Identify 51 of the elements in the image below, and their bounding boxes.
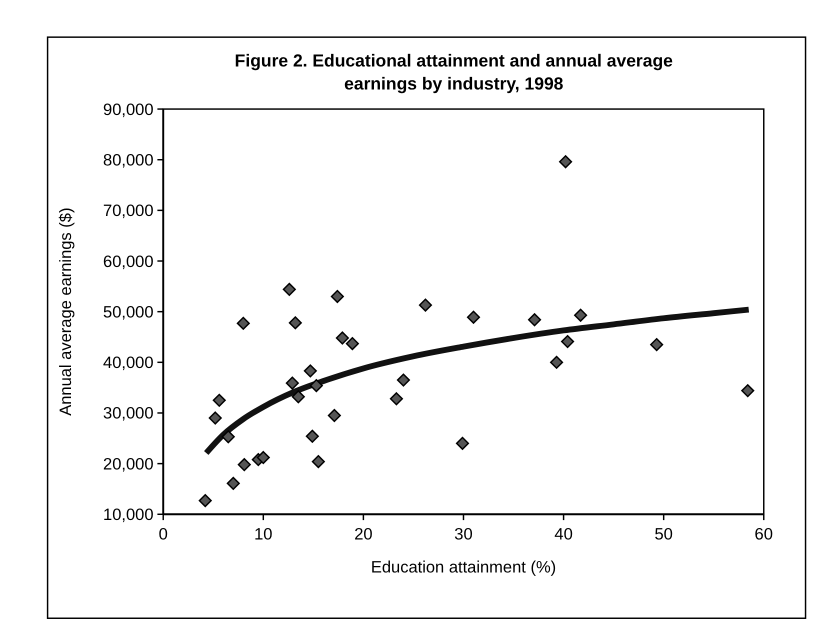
point (256, 450, 270, 464)
point (304, 364, 317, 378)
y-tick-label: 80,000 (103, 151, 154, 170)
point (650, 338, 664, 352)
y-tick-label: 90,000 (103, 100, 154, 119)
y-tick-label: 40,000 (103, 354, 154, 372)
x-tick-label: 0 (158, 526, 168, 544)
x-axis-title: Education attainment (%) (370, 558, 556, 577)
x-tick-label: 50 (654, 526, 673, 544)
point (208, 411, 222, 425)
point (330, 290, 344, 304)
point (528, 313, 542, 326)
point (212, 394, 226, 407)
y-tick-label: 50,000 (103, 303, 154, 322)
y-tick-label: 20,000 (103, 455, 154, 474)
point (286, 376, 299, 390)
chart-title: Figure 2. Educational attainment and annual average earnings by industry, 1998 (234, 50, 674, 94)
y-tick-label: 70,000 (103, 202, 154, 220)
point (328, 408, 341, 422)
y-tick-label: 60,000 (103, 252, 154, 271)
point (574, 308, 588, 322)
point (418, 298, 432, 312)
point (238, 458, 251, 472)
point (396, 373, 410, 387)
point (222, 430, 235, 444)
point (226, 476, 240, 490)
point (346, 337, 359, 350)
point (559, 155, 572, 168)
y-tick-label: 30,000 (103, 404, 154, 423)
x-tick-label: 60 (754, 526, 773, 544)
point (236, 316, 250, 330)
x-tick-label: 40 (554, 526, 573, 544)
point (741, 384, 754, 398)
point (561, 334, 574, 348)
x-tick-label: 30 (454, 526, 473, 544)
point (292, 390, 305, 404)
point (310, 379, 323, 392)
point (336, 331, 349, 345)
x-tick-label: 20 (354, 526, 373, 544)
point (466, 310, 480, 324)
point (312, 455, 325, 468)
point (198, 494, 212, 508)
point (390, 392, 403, 406)
x-tick-label: 10 (254, 526, 272, 544)
y-axis-title: Annual average earnings ($) (56, 208, 75, 416)
y-tick-label: 10,000 (103, 506, 154, 524)
point (456, 436, 470, 450)
point (288, 316, 302, 330)
point (306, 430, 319, 443)
point (282, 282, 296, 296)
point (550, 356, 564, 369)
